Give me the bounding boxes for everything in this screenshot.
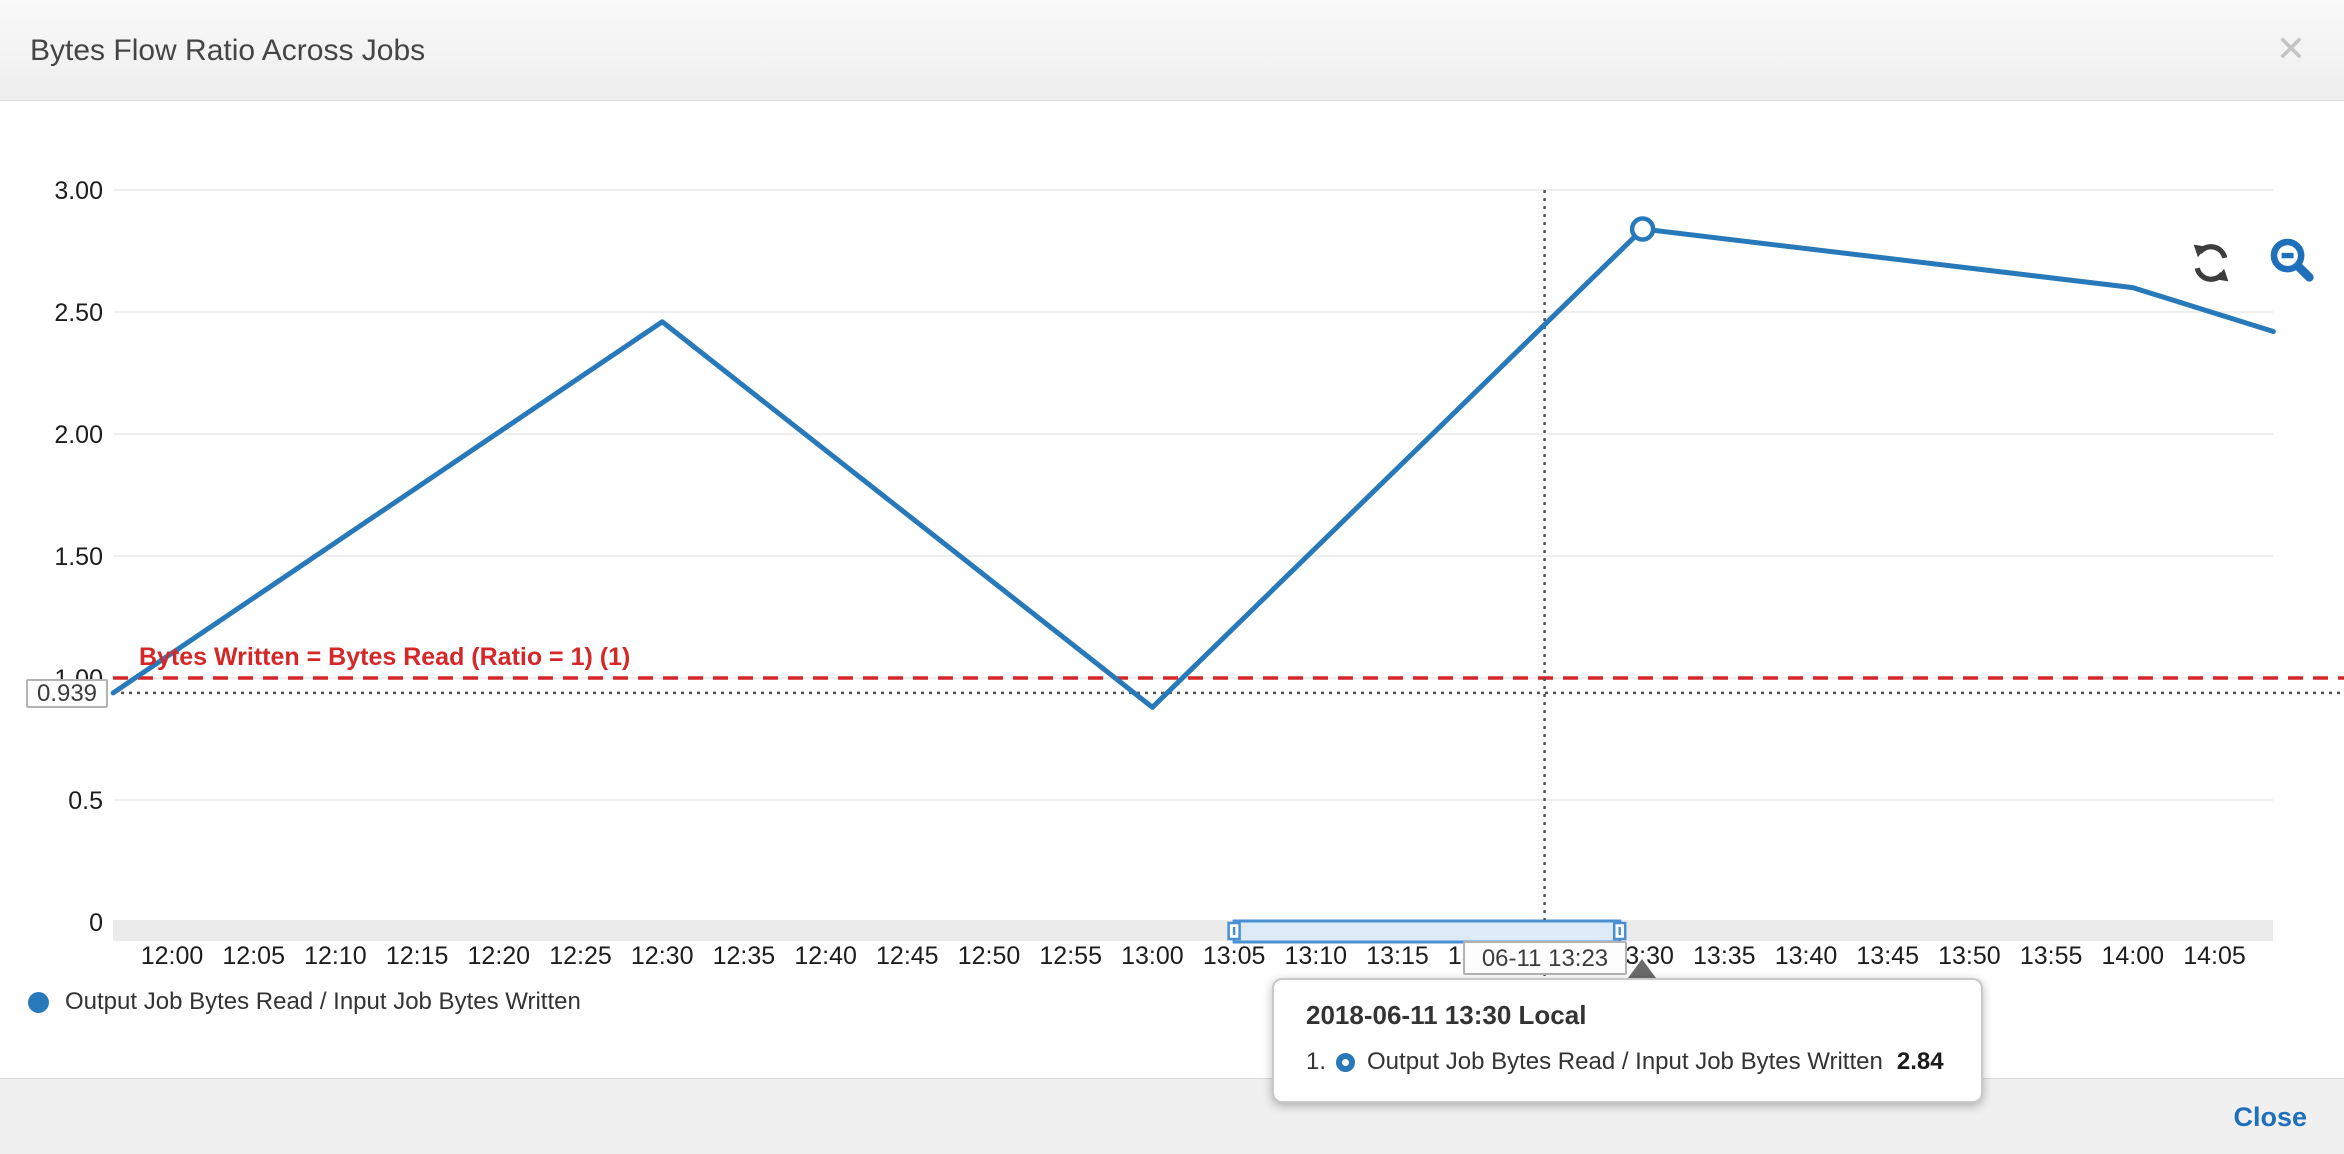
x-tick-label: 13:05	[1203, 942, 1266, 970]
y-tick-label: 0	[89, 909, 103, 937]
chart-area[interactable]: 3.002.502.001.501.000.5012:0012:0512:101…	[0, 102, 2344, 1078]
x-tick-label: 12:35	[713, 942, 776, 970]
close-icon[interactable]: ✕	[2275, 28, 2307, 69]
series-ring-icon	[1336, 1052, 1356, 1072]
x-tick-label: 12:40	[794, 942, 857, 970]
x-tick-label: 13:40	[1775, 942, 1838, 970]
x-tick-label: 14:00	[2102, 942, 2165, 970]
y-tick-label: 2.00	[54, 421, 103, 449]
x-tick-label: 12:10	[304, 942, 367, 970]
x-tick-label: 12:30	[631, 942, 694, 970]
tooltip-row-index: 1.	[1306, 1048, 1327, 1075]
tooltip-row-label: Output Job Bytes Read / Input Job Bytes …	[1367, 1048, 1883, 1075]
crosshair-y-readout: 0.939	[26, 679, 108, 708]
x-tick-label: 13:15	[1366, 942, 1429, 970]
x-tick-label: 12:55	[1039, 942, 1102, 970]
zoom-out-icon	[2270, 238, 2314, 282]
x-tick-label: 12:00	[141, 942, 204, 970]
x-tick-label: 13:10	[1285, 942, 1348, 970]
series-line	[110, 226, 2276, 710]
x-tick-label: 13:55	[2020, 942, 2083, 970]
x-tick-label: 12:20	[468, 942, 531, 970]
refresh-icon	[2193, 244, 2229, 282]
x-tick-label: 12:05	[222, 942, 285, 970]
annotation-label: Bytes Written = Bytes Read (Ratio = 1) (…	[139, 643, 631, 671]
dialog-title: Bytes Flow Ratio Across Jobs	[30, 34, 426, 67]
y-tick-label: 2.50	[54, 299, 103, 327]
x-tick-label: 12:50	[958, 942, 1021, 970]
tooltip-title: 2018-06-11 13:30 Local	[1306, 1000, 1587, 1030]
brush-selection[interactable]	[1232, 919, 1622, 944]
legend-dot-icon	[28, 991, 49, 1013]
crosshair-x-readout: 06-11 13:23	[1463, 941, 1627, 975]
x-tick-label: 13:50	[1938, 942, 2001, 970]
dialog-footer: Close	[0, 1078, 2344, 1154]
refresh-button[interactable]	[2190, 242, 2232, 284]
hover-tooltip: 2018-06-11 13:30 Local 1. Output Job Byt…	[1272, 978, 1983, 1103]
x-tick-label: 13:00	[1121, 942, 1184, 970]
dialog-header: Bytes Flow Ratio Across Jobs ✕	[0, 0, 2344, 101]
x-tick-label: 13:45	[1856, 942, 1919, 970]
x-tick-label: 12:25	[549, 942, 612, 970]
x-axis-band	[113, 920, 2273, 941]
tooltip-caret	[1628, 959, 1656, 978]
x-tick-label: 12:45	[876, 942, 939, 970]
y-tick-label: 0.5	[68, 787, 103, 815]
tooltip-row-value: 2.84	[1896, 1048, 1944, 1075]
zoom-out-button[interactable]	[2268, 236, 2318, 286]
hover-marker	[1629, 216, 1656, 242]
close-button[interactable]: Close	[2233, 1102, 2307, 1132]
tooltip-row: 1. Output Job Bytes Read / Input Job Byt…	[1306, 1048, 1963, 1076]
x-tick-label: 14:05	[2183, 942, 2246, 970]
x-tick-label: 12:15	[386, 942, 449, 970]
y-tick-label: 3.00	[54, 177, 103, 205]
x-tick-label: 13:35	[1693, 942, 1756, 970]
legend-item[interactable]: Output Job Bytes Read / Input Job Bytes …	[28, 988, 581, 1016]
y-tick-label: 1.50	[54, 543, 103, 571]
legend-label: Output Job Bytes Read / Input Job Bytes …	[65, 988, 581, 1015]
